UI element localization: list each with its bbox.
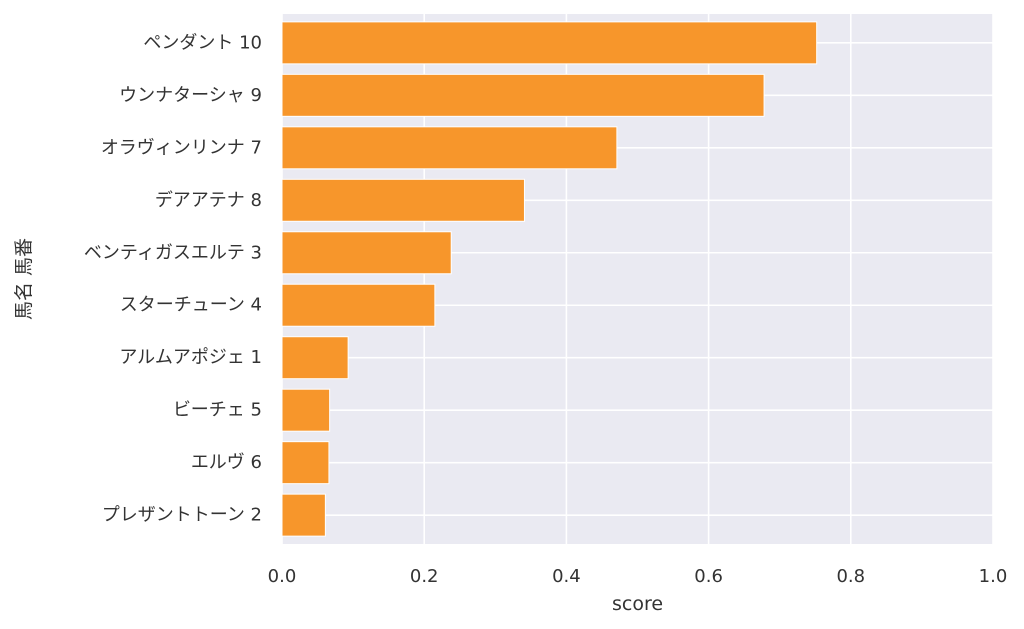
y-tick-label: アルムアポジェ 1	[119, 347, 262, 368]
y-tick-label: デアアテナ 8	[155, 190, 262, 211]
x-tick-label: 0.6	[694, 566, 723, 587]
y-tick-label: ペンダント 10	[143, 32, 262, 53]
bar	[281, 336, 349, 380]
bar	[281, 73, 765, 117]
y-tick-label: スターチューン 4	[120, 295, 262, 316]
y-tick-label: ベンティガスエルテ 3	[84, 242, 262, 263]
bar	[281, 126, 618, 170]
x-tick-label: 0.8	[836, 566, 865, 587]
y-tick-label: プレザントトーン 2	[102, 505, 262, 526]
x-tick-label: 0.0	[268, 566, 297, 587]
y-axis-label: 馬名 馬番	[13, 238, 35, 320]
bar	[281, 388, 331, 432]
y-tick-label: エルヴ 6	[191, 452, 262, 473]
x-tick-labels: 0.0 0.2 0.4 0.6 0.8 1.0	[268, 566, 1008, 587]
bar	[281, 21, 818, 65]
bar	[281, 493, 326, 537]
x-axis-label: score	[612, 593, 663, 615]
bar	[281, 178, 525, 222]
y-tick-label: オラヴィンリンナ 7	[101, 137, 262, 158]
bar	[281, 441, 330, 485]
bar	[281, 231, 452, 275]
x-tick-label: 0.4	[552, 566, 581, 587]
bar	[281, 283, 436, 327]
y-tick-labels: ペンダント 10 ウンナターシャ 9 オラヴィンリンナ 7 デアアテナ 8 ベンティガス…	[84, 32, 262, 525]
y-tick-label: ビーチェ 5	[173, 400, 262, 421]
x-tick-label: 1.0	[979, 566, 1008, 587]
y-tick-label: ウンナターシャ 9	[119, 85, 262, 106]
x-tick-label: 0.2	[410, 566, 439, 587]
bars	[281, 21, 818, 537]
